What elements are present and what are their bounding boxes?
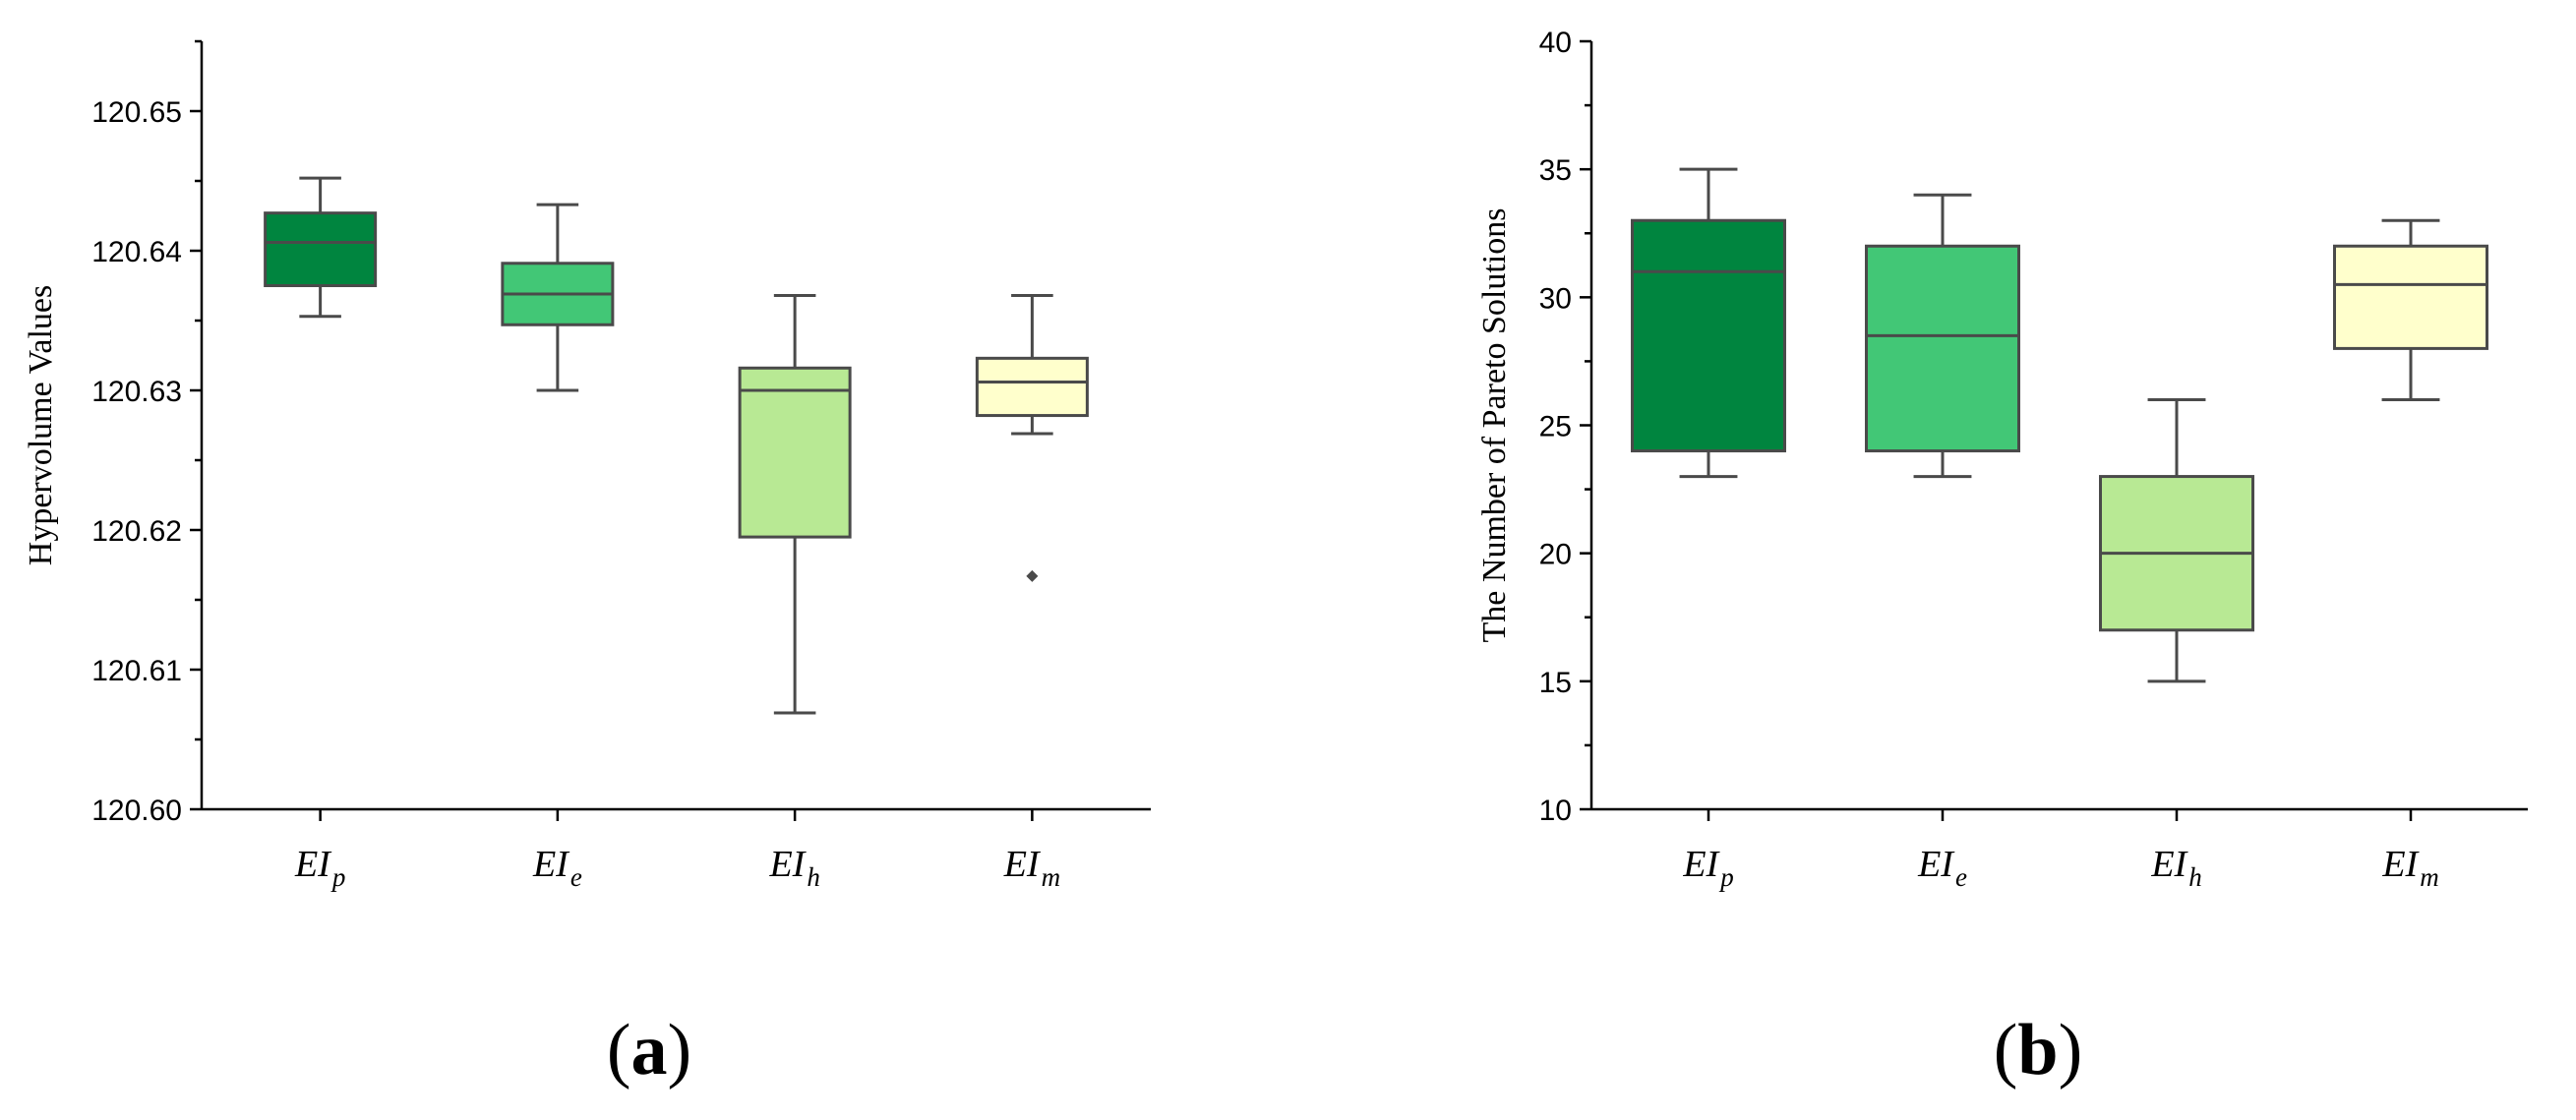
panel-label: (b): [1994, 1010, 2082, 1091]
x-tick-label: EIm: [1003, 844, 1060, 892]
box-EIh: [2099, 397, 2254, 683]
y-tick-label: 15: [1539, 667, 1572, 699]
box-EIp: [264, 176, 378, 319]
box-EIm: [975, 293, 1089, 582]
x-tick-label: EIp: [1682, 844, 1733, 892]
y-tick-label: 120.63: [91, 376, 182, 408]
y-tick-label: 35: [1539, 154, 1572, 187]
y-axis-label: The Number of Pareto Solutions: [1476, 208, 1513, 643]
x-tick-label: EIm: [2381, 844, 2438, 892]
x-tick-label: EIe: [532, 844, 582, 892]
outlier-point: [1026, 569, 1039, 582]
y-axis-label: Hypervolume Values: [23, 285, 59, 565]
box-body: [1631, 218, 1786, 453]
y-tick-label: 30: [1539, 282, 1572, 315]
x-tick-label: EIe: [1917, 844, 1967, 892]
y-tick-label: 120.60: [91, 795, 182, 827]
y-tick-label: 120.61: [91, 655, 182, 687]
box-EIh: [738, 293, 852, 715]
y-tick-label: 25: [1539, 411, 1572, 443]
y-tick-label: 120.65: [91, 96, 182, 129]
box-body: [975, 356, 1089, 418]
y-tick-label: 120.64: [91, 236, 182, 268]
box-EIm: [2333, 218, 2488, 401]
box-body: [264, 211, 378, 287]
x-tick-label: EIh: [768, 844, 819, 892]
box-EIe: [501, 203, 615, 392]
x-tick-label: EIp: [294, 844, 345, 892]
chart-panel-b: 10 15 20 25 30 35 40 The Number of Pareto Solut…: [1476, 27, 2528, 1091]
x-tick-label: EIh: [2150, 844, 2201, 892]
y-tick-label: 10: [1539, 795, 1572, 827]
box-body: [738, 366, 852, 539]
y-tick-label: 120.62: [91, 515, 182, 548]
box-EIe: [1865, 193, 2020, 479]
box-body: [2333, 244, 2488, 350]
y-tick-label: 40: [1539, 27, 1572, 59]
box-body: [1865, 244, 2020, 453]
y-tick-label: 20: [1539, 539, 1572, 571]
box-EIp: [1631, 167, 1786, 479]
panel-label: (a): [607, 1010, 691, 1091]
chart-panel-a: 120.60 120.61 120.62 120.63 120.64 120.65 Hype…: [23, 39, 1151, 1091]
